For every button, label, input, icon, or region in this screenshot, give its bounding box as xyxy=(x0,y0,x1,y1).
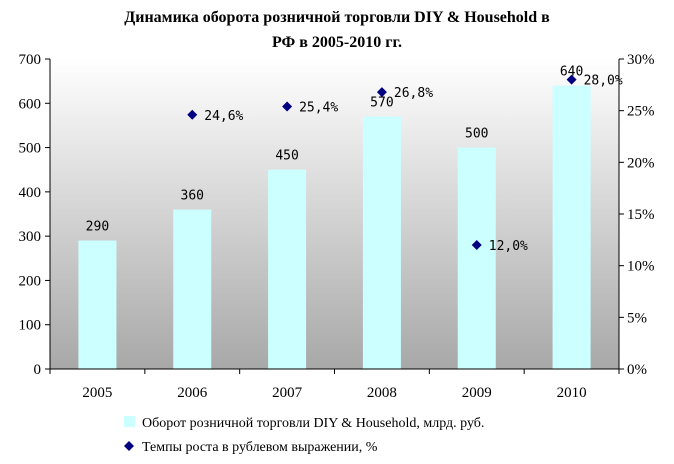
bar-data-label: 360 xyxy=(181,189,204,204)
rate-data-label: 24,6% xyxy=(204,109,243,124)
y-left-tick-label: 500 xyxy=(19,141,42,157)
rate-data-label: 12,0% xyxy=(489,239,528,254)
bar-data-label: 500 xyxy=(465,127,488,142)
x-category-label: 2005 xyxy=(82,385,112,401)
bar-data-label: 640 xyxy=(560,65,583,80)
rate-data-label: 26,8% xyxy=(394,86,433,101)
legend-swatch-bars xyxy=(124,416,135,427)
y-right-tick-label: 25% xyxy=(627,104,655,120)
bar xyxy=(78,240,117,369)
bar xyxy=(173,209,212,369)
rate-marker xyxy=(376,87,387,98)
rate-data-label: 25,4% xyxy=(299,101,338,116)
y-left-tick-label: 600 xyxy=(19,96,42,112)
y-right-tick-label: 0% xyxy=(627,362,647,378)
y-right-tick-label: 5% xyxy=(627,310,647,326)
x-category-label: 2006 xyxy=(177,385,208,401)
y-left-tick-label: 300 xyxy=(19,229,42,245)
rate-data-label: 28,0% xyxy=(584,74,623,89)
chart-title-line: РФ в 2005-2010 гг. xyxy=(272,34,402,51)
rate-marker xyxy=(282,101,293,112)
y-right-tick-label: 20% xyxy=(627,155,655,171)
rate-marker xyxy=(471,240,482,250)
x-category-label: 2009 xyxy=(462,385,492,401)
legend-swatch-rate xyxy=(124,441,134,451)
legend-label-rate: Темпы роста в рублевом выражении, % xyxy=(142,440,378,455)
y-left-tick-label: 100 xyxy=(19,318,42,334)
x-category-label: 2007 xyxy=(272,385,303,401)
y-left-tick-label: 700 xyxy=(19,52,42,68)
bar-data-label: 570 xyxy=(370,96,393,111)
y-left-tick-label: 400 xyxy=(19,185,42,201)
x-category-label: 2008 xyxy=(367,385,397,401)
bar xyxy=(457,147,496,369)
rate-marker xyxy=(187,109,198,120)
bar-data-label: 290 xyxy=(86,220,109,235)
rate-marker xyxy=(566,74,577,85)
bar-data-label: 450 xyxy=(275,149,298,164)
y-left-tick-label: 0 xyxy=(34,362,42,378)
bar xyxy=(268,169,307,369)
x-category-label: 2010 xyxy=(557,385,587,401)
bar xyxy=(552,85,591,370)
chart-title-line: Динамика оборота розничной торговли DIY … xyxy=(124,9,550,26)
plot-area xyxy=(50,59,619,369)
y-right-tick-label: 30% xyxy=(627,52,655,68)
legend-label-bars: Оборот розничной торговли DIY & Househol… xyxy=(142,416,484,431)
y-right-tick-label: 10% xyxy=(627,259,655,275)
y-left-tick-label: 200 xyxy=(19,273,42,289)
bar xyxy=(362,116,401,369)
y-right-tick-label: 15% xyxy=(627,207,655,223)
